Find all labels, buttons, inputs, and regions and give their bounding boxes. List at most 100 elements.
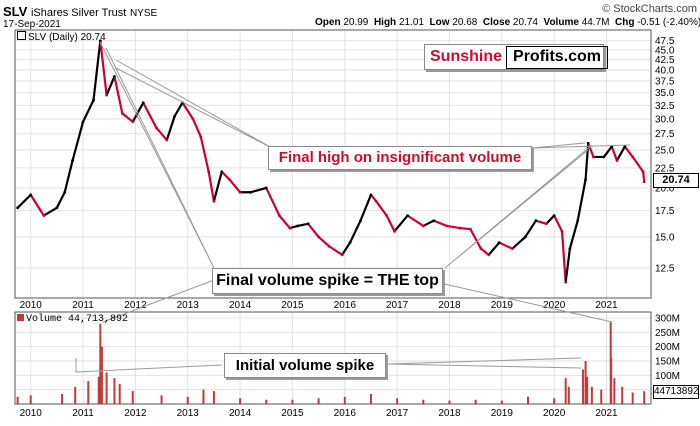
volume-bar [131, 391, 134, 404]
price-point [264, 186, 268, 190]
price-legend-text: SLV (Daily) 20.74 [28, 32, 106, 43]
volume-bar [118, 383, 121, 404]
price-point [623, 145, 627, 148]
price-x-tick-label: 2014 [229, 300, 252, 311]
price-x-tick-label: 2017 [386, 300, 409, 311]
price-segment [307, 222, 320, 239]
price-segment [191, 117, 202, 138]
price-point [288, 226, 292, 230]
price-y-tick-label: 12.5 [655, 263, 675, 274]
low-label: Low [429, 17, 450, 28]
price-segment [181, 101, 195, 121]
high-label: High [373, 17, 397, 28]
price-point [534, 219, 538, 223]
price-segment [568, 219, 579, 250]
price-point [359, 219, 362, 223]
price-segment [642, 170, 646, 183]
price-point [592, 155, 595, 159]
price-segment [63, 159, 74, 194]
price-segment [327, 245, 344, 256]
price-segment [42, 206, 58, 217]
price-y-ticks: 12.5 15.0 17.5 20.0 22.5 25.0 27.5 30.0 32.5 35.0… [655, 36, 675, 274]
price-point [306, 222, 310, 226]
low-value: 20.68 [452, 17, 478, 28]
price-point [568, 247, 572, 251]
price-segment [432, 219, 448, 228]
price-x-tick-label: 2020 [543, 300, 566, 311]
pointer-final-high-left [115, 59, 273, 149]
price-segment [348, 219, 362, 244]
price-segment [422, 219, 435, 228]
watermark: © StockCharts.com [602, 3, 697, 15]
volume-bar [29, 395, 32, 404]
price-y-tick-label: 32.5 [655, 101, 675, 112]
chg-value: -0.51 (-2.40%) [637, 17, 700, 28]
price-y-tick-label: 30.0 [655, 114, 675, 125]
price-point [120, 111, 124, 115]
callout-final-spike: Final volume spike = THE top [212, 268, 443, 294]
price-segment [212, 170, 223, 203]
volume-bar [87, 381, 90, 404]
volume-y-tick-label: 100M [655, 371, 680, 382]
price-y-tick-label: 35.0 [655, 88, 675, 99]
price-point [238, 190, 242, 194]
volume-bar [581, 369, 584, 404]
price-point [510, 247, 514, 251]
logo-part-1: Sunshine [430, 48, 503, 65]
price-segment [576, 178, 587, 222]
volume-bar [100, 346, 103, 404]
volume-bar [586, 376, 589, 404]
price-point [105, 93, 109, 97]
volume-x-tick-label: 2020 [543, 408, 566, 419]
price-point [220, 170, 224, 174]
price-point [602, 155, 606, 159]
price-point [340, 253, 344, 257]
price-segment [631, 155, 645, 173]
price-point [42, 214, 46, 218]
volume-bar [422, 399, 425, 404]
volume-x-tick-label: 2021 [595, 408, 618, 419]
volume-bar [600, 389, 603, 404]
price-segment [534, 219, 548, 225]
price-point [16, 206, 20, 210]
volume-bar [643, 391, 646, 404]
callout-initial-spike: Initial volume spike [224, 353, 386, 378]
price-segment [406, 214, 425, 228]
price-point [207, 170, 211, 174]
price-point [615, 159, 619, 162]
price-point [317, 235, 321, 239]
price-point [81, 120, 85, 124]
price-segment [142, 101, 158, 129]
price-segment [29, 193, 45, 217]
volume-panel-frame [14, 311, 652, 405]
price-x-ticks: 2010 2011 2012 2013 2014 2015 2016 2017 2018 2019… [20, 300, 618, 311]
volume-bar [610, 358, 613, 404]
last-price-badge: 20.74 [653, 173, 699, 188]
volume-x-tick-label: 2013 [177, 408, 200, 419]
volume-bar [113, 378, 116, 404]
price-point [584, 178, 587, 182]
volume-bar [474, 399, 477, 404]
price-legend: SLV (Daily) 20.74 [17, 31, 106, 43]
quote-strip: Open 20.99 High 21.01 Low 20.68 Close 20… [315, 17, 700, 28]
price-point [479, 247, 483, 251]
price-segment [524, 219, 537, 239]
price-segment [165, 115, 176, 142]
volume-y-tick-label: 250M [655, 328, 680, 339]
price-point [641, 170, 645, 174]
price-y-tick-label: 37.5 [655, 76, 675, 87]
price-point [63, 190, 67, 194]
price-segment [560, 230, 567, 284]
price-segment [602, 145, 613, 159]
volume-bar [186, 396, 189, 404]
volume-y-tick-label: 300M [655, 314, 680, 325]
price-y-tick-label: 20.0 [655, 183, 675, 194]
open-value: 20.99 [343, 17, 369, 28]
price-point [348, 241, 352, 245]
price-point [544, 222, 548, 226]
price-point [586, 141, 590, 145]
price-point [212, 199, 216, 203]
price-point [71, 159, 74, 162]
price-point [228, 178, 232, 182]
price-point [249, 190, 252, 194]
